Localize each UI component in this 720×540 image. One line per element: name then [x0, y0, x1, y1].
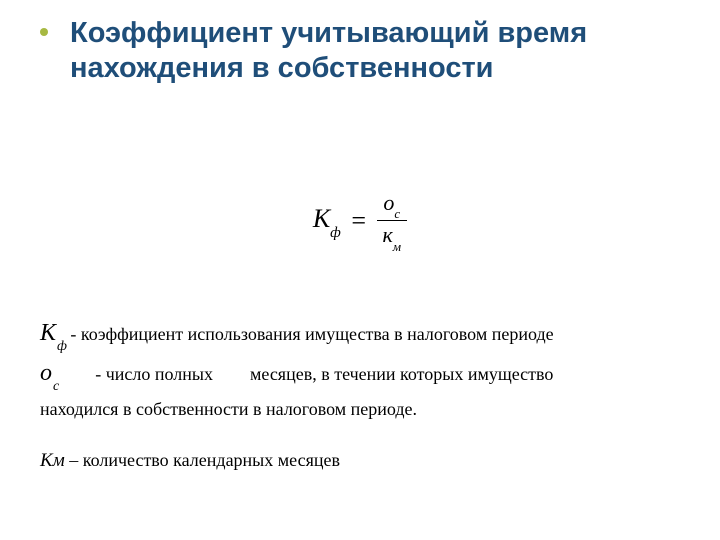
def-km-symbol: Км [40, 450, 65, 471]
formula-equals: = [347, 206, 370, 236]
fraction-line [377, 220, 408, 221]
def-km-text: – количество календарных месяцев [69, 450, 340, 470]
def-kf-sub: ф [57, 339, 67, 354]
slide-title: Коэффициент учитывающий время нахождения… [70, 16, 670, 87]
def-kf: Кф - коэффициент использования имущества… [40, 315, 680, 353]
formula-lhs-sub: ф [330, 225, 341, 241]
formula-den-base: к [383, 222, 393, 247]
formula-fraction: ос км [377, 190, 408, 252]
title-bullet [40, 28, 48, 36]
def-oc-symbol: ос [40, 355, 58, 393]
formula-den-sub: м [393, 239, 401, 254]
def-oc-cont: находился в собственности в налоговом пе… [40, 396, 680, 424]
main-formula: Кф = ос км [0, 190, 720, 252]
def-oc-cont-text: находился в собственности в налоговом пе… [40, 399, 417, 419]
def-oc-sub: с [53, 379, 59, 394]
def-oc-base: о [40, 360, 52, 386]
formula-num-base: о [383, 190, 394, 215]
definitions-block: Кф - коэффициент использования имущества… [40, 315, 680, 477]
formula-lhs-base: К [313, 204, 330, 233]
def-kf-symbol: Кф [40, 315, 66, 353]
formula-lhs: Кф [313, 204, 341, 238]
formula-denominator: км [377, 222, 408, 251]
slide: Коэффициент учитывающий время нахождения… [0, 0, 720, 540]
def-oc-text1: - число полных [95, 364, 213, 384]
def-kf-base: К [40, 320, 56, 346]
formula-num-sub: с [394, 206, 400, 221]
formula-numerator: ос [377, 190, 408, 219]
def-kf-text: - коэффициент использования имущества в … [70, 324, 553, 344]
def-oc: ос - число полных месяцев, в течении кот… [40, 355, 680, 393]
def-km: Км – количество календарных месяцев [40, 446, 680, 475]
def-oc-text2: месяцев, в течении которых имущество [250, 364, 553, 384]
